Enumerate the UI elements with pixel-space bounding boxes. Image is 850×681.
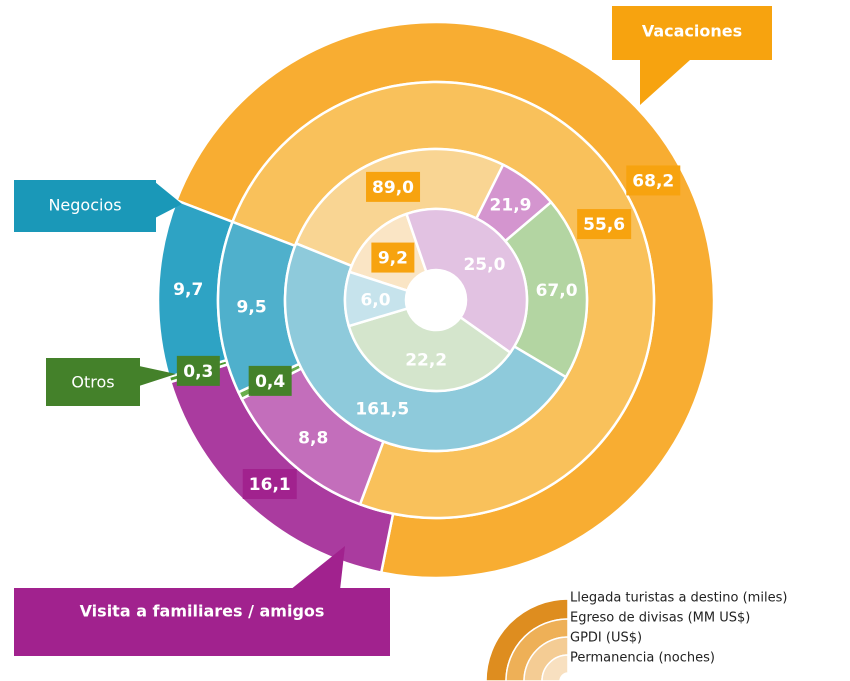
value-label: 22,2 bbox=[405, 351, 447, 371]
callout-pointer bbox=[155, 182, 182, 218]
value-labels: 68,2 16,1 0,3 9,7 55,6 8,8 0,4 9,5 89,0 21,9 67,0 1… bbox=[173, 165, 681, 500]
callout-box bbox=[612, 6, 772, 60]
legend-label: Egreso de divisas (MM US$) bbox=[570, 611, 750, 626]
callout-pointer bbox=[290, 546, 345, 590]
category-label: Visita a familiares / amigos bbox=[80, 602, 325, 621]
value-label: 9,2 bbox=[378, 249, 408, 269]
value-label: 0,4 bbox=[255, 372, 285, 392]
value-label: 67,0 bbox=[536, 281, 578, 301]
legend: Llegada turistas a destino (miles) Egreso… bbox=[485, 591, 787, 681]
callout-otros: Otros bbox=[46, 358, 176, 406]
donut-segment bbox=[343, 270, 410, 328]
callout-pointer bbox=[139, 366, 176, 386]
callout-pointer bbox=[640, 60, 690, 105]
callout-box bbox=[14, 180, 156, 232]
rings bbox=[156, 20, 716, 580]
donut-segment bbox=[347, 307, 513, 393]
category-label: Otros bbox=[71, 373, 114, 392]
value-label: 9,5 bbox=[237, 297, 267, 317]
value-label: 0,3 bbox=[183, 362, 213, 382]
legend-label: Permanencia (noches) bbox=[570, 651, 715, 666]
value-label-box bbox=[176, 355, 220, 386]
callout-negocios: Negocios bbox=[14, 180, 182, 232]
value-label-box bbox=[366, 171, 421, 202]
value-label-box bbox=[242, 469, 297, 500]
value-label: 68,2 bbox=[632, 171, 674, 191]
callout-box bbox=[46, 358, 140, 406]
category-label: Vacaciones bbox=[642, 22, 742, 41]
legend-label: Llegada turistas a destino (miles) bbox=[570, 591, 787, 606]
value-label: 89,0 bbox=[372, 178, 414, 198]
value-label: 161,5 bbox=[355, 399, 409, 419]
value-label: 9,7 bbox=[173, 280, 203, 300]
value-label-box bbox=[371, 242, 415, 273]
category-label: Negocios bbox=[48, 196, 121, 215]
value-label: 6,0 bbox=[360, 290, 390, 310]
value-label: 8,8 bbox=[298, 429, 328, 449]
donut-segment bbox=[404, 207, 529, 355]
value-label-box bbox=[626, 165, 681, 196]
callout-vacaciones: Vacaciones bbox=[612, 6, 772, 105]
value-label: 21,9 bbox=[490, 196, 532, 216]
callout-box bbox=[14, 588, 390, 656]
value-label-box bbox=[248, 365, 292, 396]
value-label-box bbox=[577, 209, 632, 240]
legend-swatch bbox=[541, 654, 569, 681]
value-label: 25,0 bbox=[463, 255, 505, 275]
legend-label: GPDI (US$) bbox=[570, 631, 642, 646]
value-label: 16,1 bbox=[249, 475, 291, 495]
value-label: 55,6 bbox=[583, 215, 625, 235]
callout-visita: Visita a familiares / amigos bbox=[14, 546, 390, 656]
